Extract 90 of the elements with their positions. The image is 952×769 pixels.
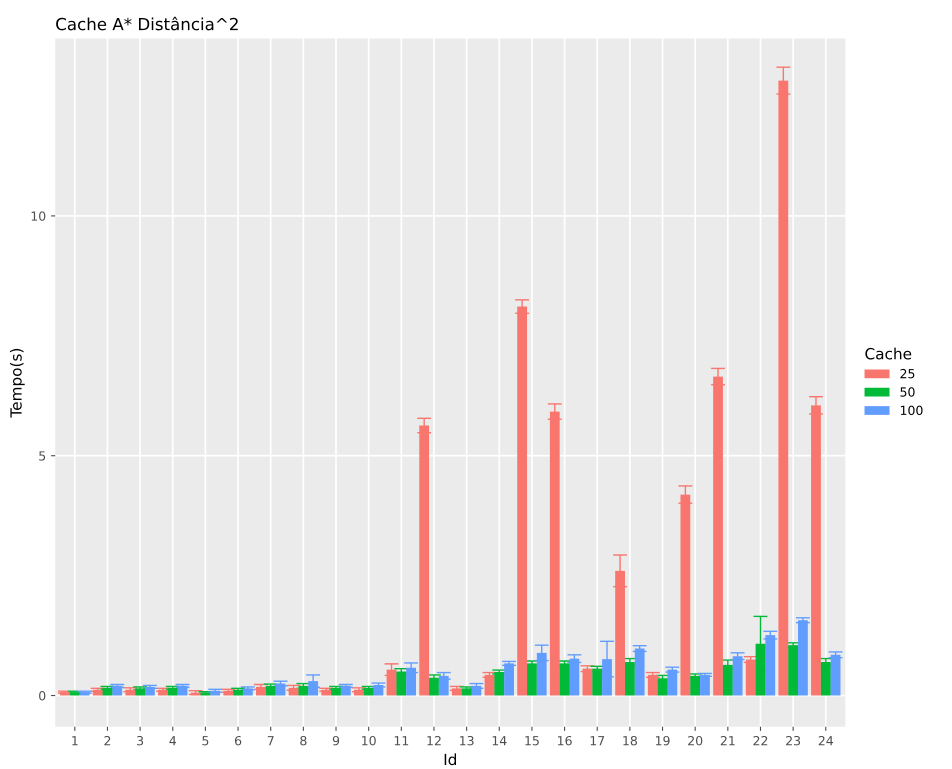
bar — [700, 674, 710, 696]
chart-title: Cache A* Distância^2 — [56, 16, 238, 30]
bar — [288, 688, 298, 696]
legend-title: Cache — [865, 348, 912, 360]
x-tick-label: 20 — [688, 736, 702, 746]
bar — [504, 663, 514, 696]
bar — [178, 686, 188, 696]
bar — [125, 690, 136, 696]
x-tick-label: 19 — [656, 736, 670, 746]
bar — [256, 686, 266, 696]
x-tick-label: 16 — [558, 736, 572, 746]
bar — [233, 690, 243, 696]
bar — [135, 688, 146, 696]
bar — [830, 654, 840, 696]
bar — [667, 670, 678, 696]
bar — [168, 688, 178, 696]
bar — [690, 676, 700, 696]
bar — [396, 672, 406, 696]
bar — [321, 690, 332, 696]
x-tick-label: 17 — [590, 736, 604, 746]
bar — [223, 690, 234, 696]
bar — [406, 668, 416, 696]
bar — [484, 674, 494, 696]
x-tick-label: 9 — [332, 736, 340, 746]
x-tick-label: 2 — [104, 736, 110, 746]
bar — [102, 688, 112, 696]
bar — [624, 662, 635, 696]
x-tick-label: 13 — [460, 736, 474, 746]
bar — [298, 686, 308, 696]
bar — [582, 668, 592, 696]
x-axis-title: Id — [444, 753, 456, 766]
bar — [648, 674, 658, 696]
legend-label: 50 — [900, 387, 915, 397]
x-tick-label: 6 — [234, 736, 242, 746]
bar — [592, 668, 602, 696]
bar — [722, 664, 733, 696]
bar — [820, 662, 831, 696]
x-tick-label: 11 — [394, 736, 408, 746]
bar — [158, 690, 168, 696]
bar — [569, 658, 580, 696]
bar — [788, 645, 798, 696]
bar — [732, 656, 743, 696]
bar — [354, 690, 364, 696]
bar — [374, 684, 384, 696]
x-tick-label: 5 — [202, 736, 208, 746]
x-tick-label: 8 — [300, 736, 306, 746]
bar — [92, 690, 103, 696]
bar — [798, 620, 808, 696]
bar — [462, 688, 472, 696]
bar — [340, 686, 351, 696]
bar — [658, 678, 668, 696]
y-tick-label: 5 — [39, 451, 46, 461]
x-tick-label: 24 — [818, 736, 834, 746]
y-tick-label: 10 — [32, 211, 46, 221]
y-tick-label: 0 — [39, 691, 46, 700]
legend-label: 25 — [900, 368, 914, 378]
x-tick-label: 21 — [720, 736, 735, 746]
bar — [494, 672, 504, 696]
bar — [527, 663, 537, 696]
bar — [200, 692, 210, 696]
x-tick-label: 3 — [137, 736, 144, 746]
y-axis-title: Tempo(s) — [10, 348, 25, 418]
bar — [112, 686, 122, 696]
bar — [364, 688, 374, 696]
bar — [80, 692, 90, 696]
bar — [452, 688, 462, 696]
x-tick-label: 23 — [786, 736, 800, 746]
x-tick-label: 1 — [72, 736, 78, 746]
bar — [438, 676, 449, 696]
bar — [145, 686, 155, 696]
x-tick-label: 10 — [362, 736, 376, 746]
bar — [266, 686, 276, 696]
bar — [242, 688, 253, 696]
legend-label: 100 — [900, 406, 923, 416]
bar — [429, 678, 439, 696]
bar — [210, 690, 220, 696]
bar — [331, 688, 341, 696]
x-tick-label: 4 — [169, 736, 176, 746]
x-tick-label: 18 — [623, 736, 637, 746]
bar — [472, 686, 482, 696]
bar — [765, 635, 776, 696]
x-tick-label: 15 — [525, 736, 539, 746]
x-tick-label: 7 — [268, 736, 274, 746]
bar — [560, 663, 570, 696]
bar — [634, 648, 645, 696]
x-tick-label: 12 — [427, 736, 441, 746]
x-tick-label: 22 — [753, 736, 768, 746]
x-tick-label: 14 — [492, 736, 507, 746]
bar — [746, 660, 756, 696]
bar — [276, 684, 286, 696]
